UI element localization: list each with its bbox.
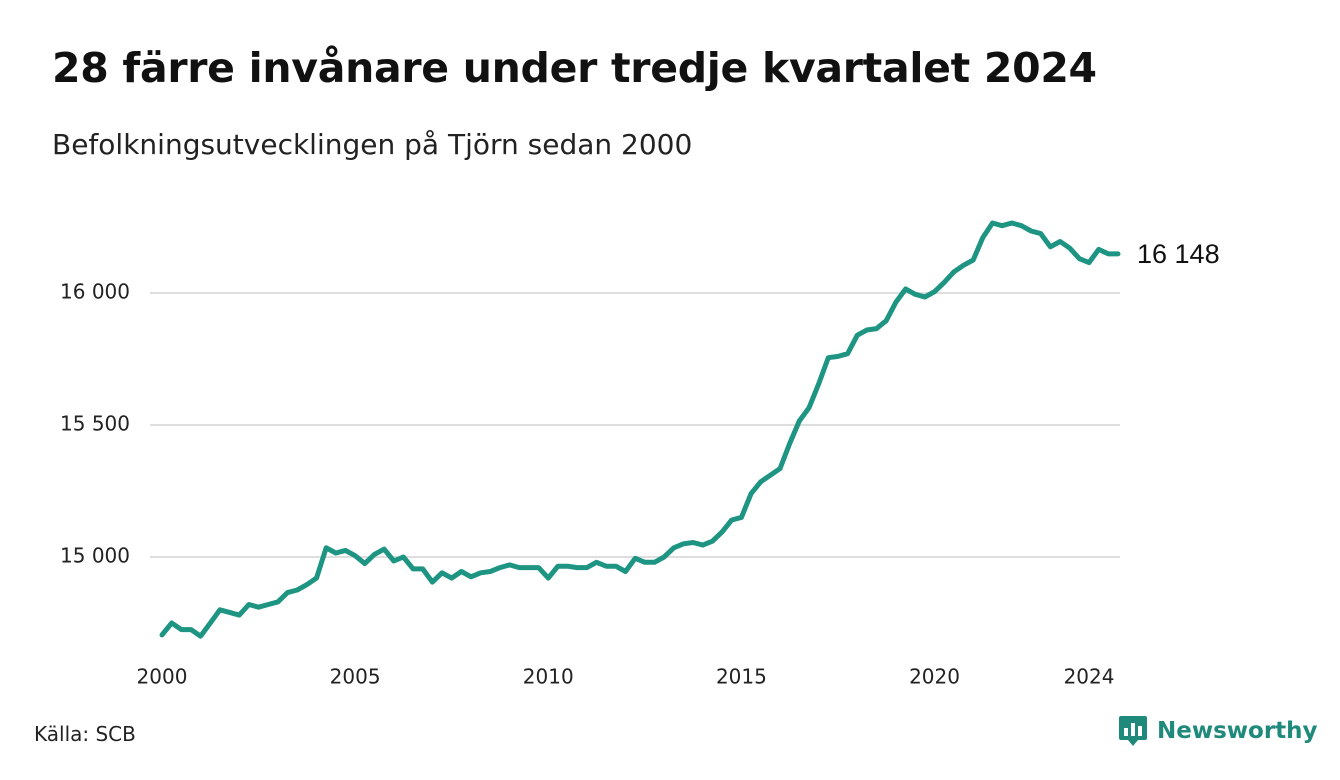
brand-name: Newsworthy [1157, 718, 1318, 744]
series-layer [159, 220, 1121, 639]
x-tick-label: 2005 [330, 665, 381, 689]
y-tick-label: 16 000 [60, 280, 130, 304]
gridlines [150, 292, 1120, 558]
y-tick-label: 15 500 [60, 412, 130, 436]
x-axis-tick-labels: 2000 2005 2010 2015 2020 2024 [137, 665, 1115, 689]
brand-logo[interactable]: Newsworthy [1118, 714, 1318, 748]
end-value-label: 16 148 [1137, 239, 1220, 269]
chart-subtitle: Befolkningsutvecklingen på Tjörn sedan 2… [52, 128, 693, 161]
x-tick-label: 2010 [523, 665, 574, 689]
x-tick-label: 2020 [909, 665, 960, 689]
source-note: Källa: SCB [34, 722, 136, 746]
series-line [159, 220, 1121, 639]
y-tick-label: 15 000 [60, 544, 130, 568]
x-tick-label: 2015 [716, 665, 767, 689]
chart-title: 28 färre invånare under tredje kvartalet… [52, 44, 1097, 92]
x-tick-label: 2000 [137, 665, 188, 689]
x-tick-label: 2024 [1064, 665, 1115, 689]
y-axis-tick-labels: 15 000 15 500 16 000 [60, 280, 130, 568]
bar-chart-speech-bubble-icon [1119, 716, 1147, 746]
